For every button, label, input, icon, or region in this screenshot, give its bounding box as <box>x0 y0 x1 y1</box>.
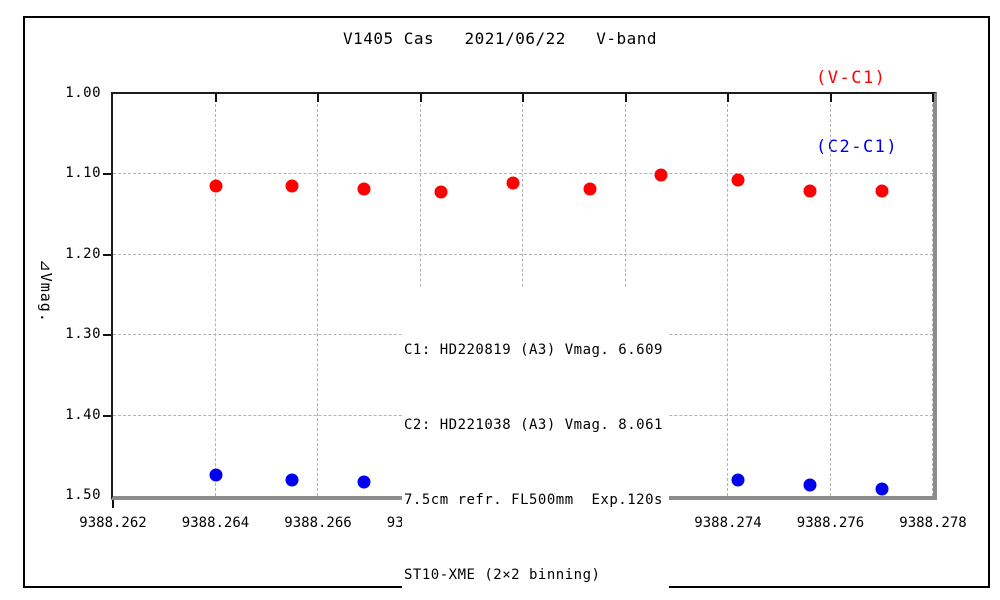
x-tick <box>829 94 832 102</box>
x-tick <box>317 94 319 102</box>
y-tick <box>103 414 111 417</box>
x-tick-label: 9388.278 <box>899 515 967 531</box>
x-tick <box>932 94 934 102</box>
y-tick <box>103 173 111 176</box>
legend-item-c2-c1: (C2-C1) <box>816 137 899 157</box>
data-point-c2-c1 <box>209 468 222 482</box>
data-point-c2-c1 <box>285 473 299 487</box>
data-point-v-c1 <box>209 179 222 193</box>
data-point-c2-c1 <box>875 482 889 496</box>
x-tick <box>624 94 627 102</box>
y-tick-label: 1.10 <box>65 165 101 182</box>
data-point-v-c1 <box>357 182 371 196</box>
x-tick <box>214 94 217 102</box>
data-point-c2-c1 <box>803 478 817 492</box>
x-gridline <box>932 94 933 496</box>
x-tick-label: 9388.266 <box>284 515 352 531</box>
x-tick-label: 9388.262 <box>79 515 147 531</box>
x-tick <box>522 94 524 102</box>
x-gridline <box>317 94 318 496</box>
data-point-v-c1 <box>875 184 889 198</box>
annotation-line-camera: ST10-XME (2×2 binning) <box>404 567 601 583</box>
data-point-c2-c1 <box>357 475 371 489</box>
x-tick <box>112 500 114 508</box>
y-axis-title: ⊿Vmag. <box>37 259 55 323</box>
y-tick-label: 1.20 <box>65 245 101 262</box>
y-tick-label: 1.50 <box>65 487 101 503</box>
y-tick-label: 1.40 <box>65 406 101 423</box>
chart-title: V1405 Cas 2021/06/22 V-band <box>342 29 658 48</box>
data-point-v-c1 <box>583 182 597 196</box>
data-point-v-c1 <box>434 185 448 199</box>
x-tick-label: 9388.264 <box>181 515 250 531</box>
y-tick <box>103 253 111 256</box>
x-gridline <box>214 94 216 496</box>
legend: (V-C1) (C2-C1) <box>816 21 898 205</box>
data-point-v-c1 <box>731 173 745 187</box>
data-point-v-c1 <box>654 168 668 182</box>
annotation-line-c2: C2: HD221038 (A3) Vmag. 8.061 <box>404 417 663 433</box>
data-point-v-c1 <box>803 184 817 198</box>
x-tick-label: 9388.276 <box>796 515 865 531</box>
annotation-line-c1: C1: HD220819 (A3) Vmag. 6.609 <box>404 342 663 358</box>
x-gridline <box>727 94 728 496</box>
x-tick <box>727 94 729 102</box>
y-tick <box>103 334 111 337</box>
annotation-box: C1: HD220819 (A3) Vmag. 6.609 C2: HD2210… <box>402 288 669 600</box>
data-point-v-c1 <box>285 179 299 193</box>
x-tick <box>419 94 422 102</box>
x-gridline <box>829 94 831 496</box>
y-gridline <box>113 253 933 255</box>
legend-item-v-c1: (V-C1) <box>816 68 887 88</box>
y-tick-label: 1.00 <box>65 85 101 101</box>
data-point-v-c1 <box>506 176 520 190</box>
y-gridline <box>113 173 933 175</box>
y-tick-label: 1.30 <box>65 326 101 343</box>
data-point-c2-c1 <box>731 473 745 487</box>
annotation-line-telescope: 7.5cm refr. FL500mm Exp.120s <box>404 492 663 508</box>
x-tick-label: 9388.274 <box>694 515 762 531</box>
